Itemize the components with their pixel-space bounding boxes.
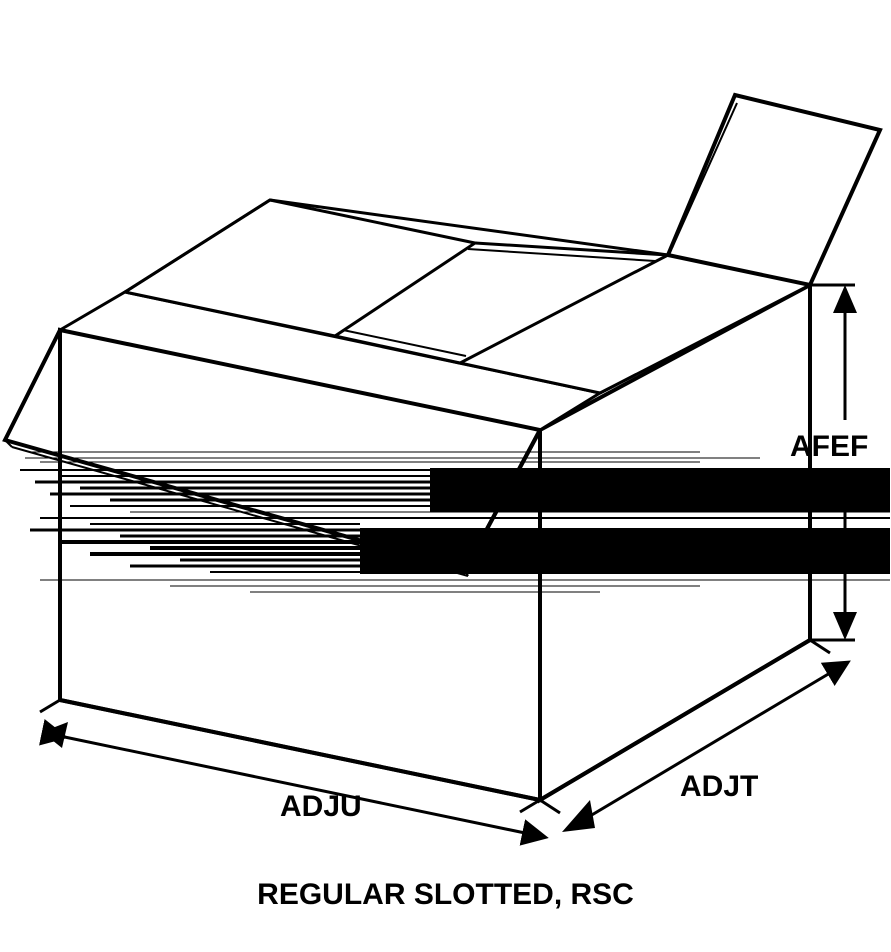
inner-flap-gap-back	[475, 243, 668, 255]
dim-label-length: ADJU	[280, 790, 362, 824]
box-svg	[0, 0, 891, 952]
ext-line-adjt-right	[810, 640, 830, 653]
dim-label-width: ADJT	[680, 770, 758, 804]
ext-line-adjt-left	[540, 800, 560, 813]
outer-flap-back	[668, 95, 880, 285]
box-diagram: ADJU ADJT AFEF REGULAR SLOTTED, RSC	[0, 0, 891, 952]
ext-line-adju-left	[40, 700, 60, 712]
ext-line-adju-right	[520, 800, 540, 812]
diagram-caption: REGULAR SLOTTED, RSC	[0, 878, 891, 912]
dim-label-height: AFEF	[790, 430, 868, 464]
